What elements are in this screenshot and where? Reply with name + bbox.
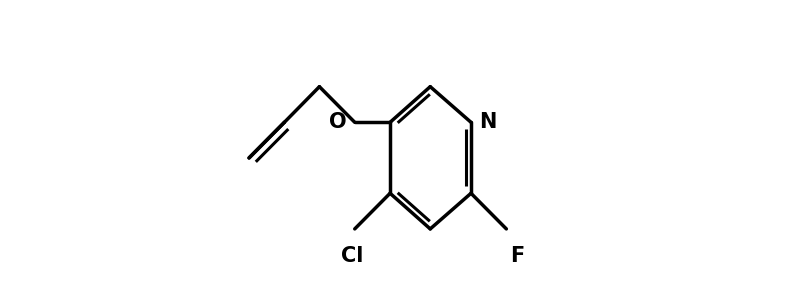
Text: Cl: Cl [340,246,363,265]
Text: O: O [329,112,346,132]
Text: F: F [510,246,524,265]
Text: N: N [479,112,497,132]
